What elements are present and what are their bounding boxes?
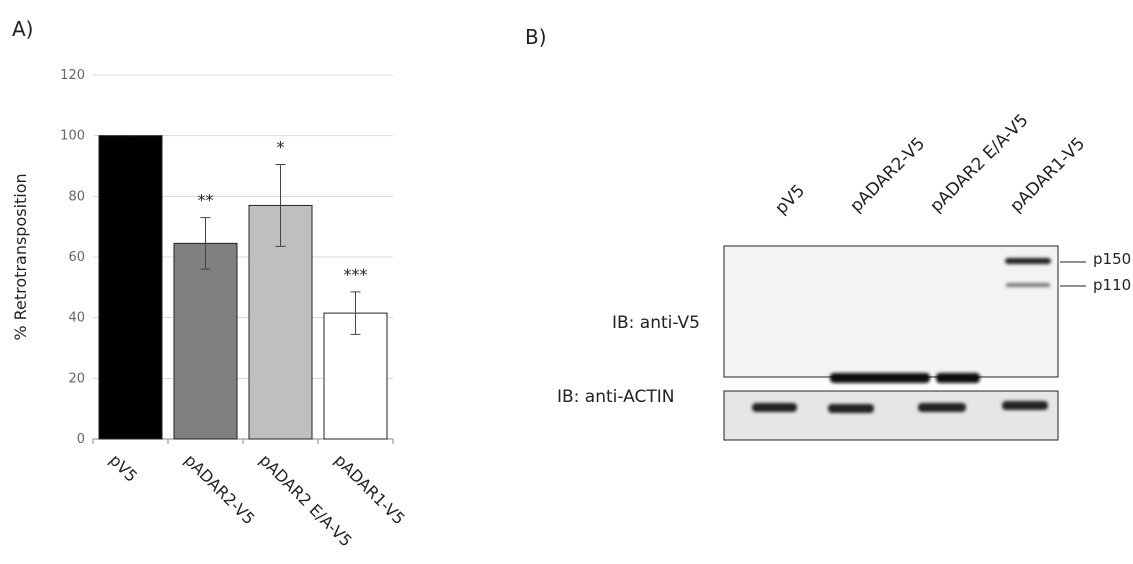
- band: [830, 373, 930, 383]
- y-tick-label: 100: [60, 129, 85, 144]
- y-tick-label: 60: [68, 250, 85, 265]
- x-tick-label: pV5: [106, 450, 142, 486]
- band: [1002, 401, 1048, 410]
- y-tick-label: 120: [60, 68, 85, 83]
- lane-label: pV5: [771, 181, 809, 219]
- row-label: IB: anti-V5: [612, 313, 700, 333]
- row-label: IB: anti-ACTIN: [557, 387, 674, 407]
- blot: pV5 pADAR2-V5 pADAR2 E/A-V5 pADAR1-V5 IB…: [557, 110, 1131, 441]
- x-tick-label: pADAR1-V5: [331, 450, 409, 528]
- band: [1005, 258, 1051, 264]
- error-bar: [200, 217, 211, 270]
- marker-label: p150: [1093, 250, 1131, 268]
- bar: [173, 242, 238, 440]
- lane-label: pADAR2-V5: [846, 134, 929, 217]
- y-tick-label: 80: [68, 189, 85, 204]
- y-axis-label: % Retrotransposition: [11, 173, 30, 340]
- band: [918, 403, 966, 412]
- panel-label: A): [12, 17, 33, 41]
- x-tick-label: pADAR2-V5: [181, 450, 259, 528]
- lane-label: pADAR1-V5: [1006, 134, 1089, 217]
- error-bar: [275, 163, 286, 247]
- bar: [98, 135, 163, 440]
- error-bar: [350, 291, 361, 335]
- y-tick-label: 0: [77, 432, 85, 447]
- y-tick-label: 40: [68, 311, 85, 326]
- band: [828, 404, 874, 413]
- band: [1006, 283, 1050, 287]
- band: [752, 403, 797, 412]
- y-tick-label: 20: [68, 371, 85, 386]
- marker-label: p110: [1093, 276, 1131, 294]
- blot-box: [723, 245, 1059, 378]
- significance-label: **: [198, 191, 214, 210]
- band: [936, 373, 980, 383]
- significance-label: ***: [344, 265, 368, 284]
- significance-label: *: [277, 137, 285, 156]
- blot-box: [723, 390, 1059, 441]
- panel-label: B): [525, 25, 547, 49]
- bands: [752, 258, 1051, 413]
